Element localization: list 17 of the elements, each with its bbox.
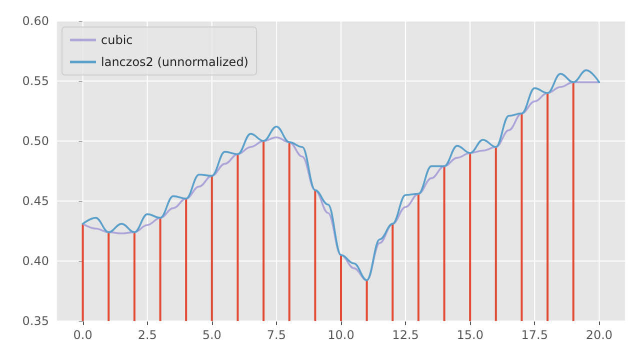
x-tick-label: 12.5	[392, 328, 419, 342]
x-tick-label: 2.5	[138, 328, 157, 342]
x-tick-label: 15.0	[456, 328, 484, 342]
y-tick-label: 0.60	[22, 14, 49, 28]
y-tick-label: 0.35	[22, 314, 49, 328]
legend-label: lanczos2 (unnormalized)	[101, 55, 248, 69]
x-tick-label: 20.0	[586, 328, 613, 342]
y-tick-label: 0.50	[22, 134, 49, 148]
y-tick-label: 0.55	[22, 74, 49, 88]
x-tick-label: 17.5	[521, 328, 548, 342]
y-tick-label: 0.45	[22, 194, 49, 208]
x-tick-label: 0.0	[73, 328, 92, 342]
x-tick-label: 10.0	[328, 328, 354, 342]
x-tick-label: 5.0	[202, 328, 222, 342]
y-tick-label: 0.40	[22, 254, 49, 268]
x-tick-label: 7.5	[266, 328, 286, 342]
legend-label: cubic	[101, 33, 133, 47]
